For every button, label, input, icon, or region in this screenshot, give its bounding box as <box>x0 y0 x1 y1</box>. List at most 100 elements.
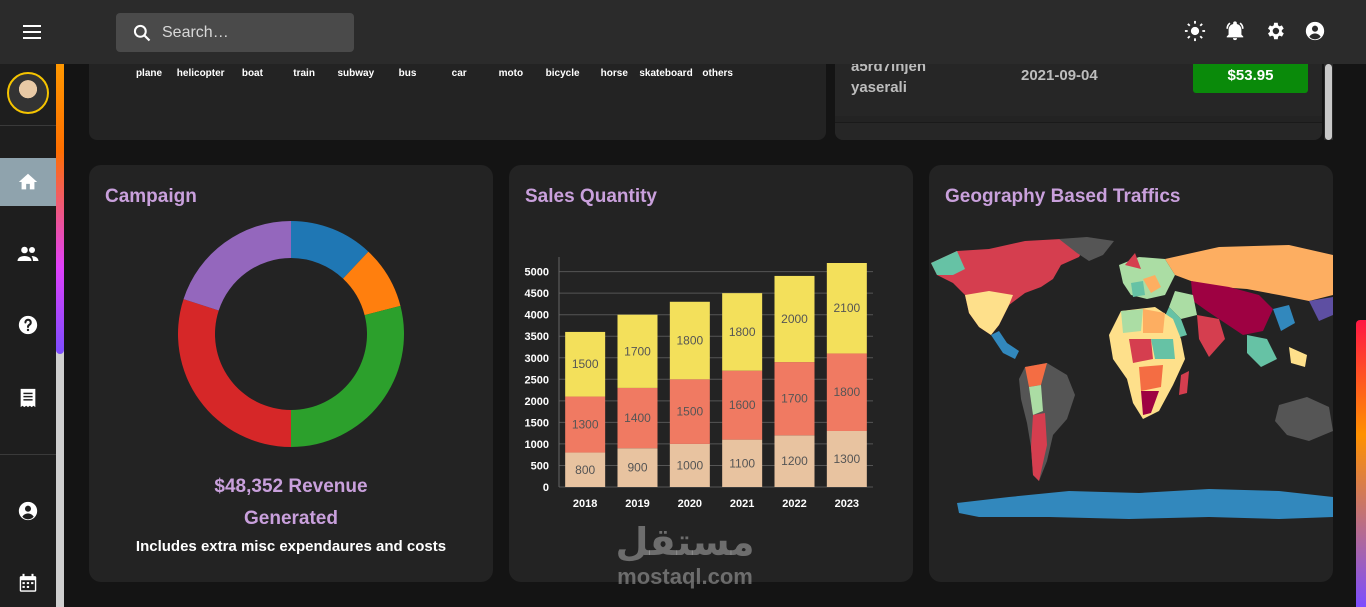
bar-segment <box>722 370 763 440</box>
bar-value-label: 2100 <box>833 301 860 315</box>
sales-card: Sales Quantity 0 500 1000 1500 2000 2500 3000 3… <box>509 165 913 582</box>
bar-segment <box>617 448 658 487</box>
world-map <box>931 237 1333 519</box>
transport-label: helicopter <box>176 68 225 79</box>
bar-segment <box>774 275 815 363</box>
page-scrollbar[interactable] <box>1356 320 1366 607</box>
home-icon <box>18 173 38 190</box>
sales-title: Sales Quantity <box>525 186 657 207</box>
help-icon <box>18 315 38 335</box>
transaction-user: yaserali <box>851 79 907 96</box>
bar-segment <box>826 431 867 487</box>
sales-bar-chart: 0 500 1000 1500 2000 2500 3000 3500 4000 4500 5000… <box>525 257 873 510</box>
transport-label: train <box>293 68 315 79</box>
transaction-row: a5rd7injen yaserali 2021-09-04 $53.95 <box>835 64 1322 116</box>
bar-value-label: 1200 <box>781 454 808 468</box>
y-tick-label: 5000 <box>525 267 549 279</box>
x-tick-label: 2023 <box>835 498 859 510</box>
bar-value-label: 1700 <box>781 392 808 406</box>
recent-transactions-panel: a5rd7injen yaserali 2021-09-04 $53.95 <box>835 64 1322 140</box>
transport-label: plane <box>135 68 163 79</box>
bar-value-label: 1600 <box>729 398 756 412</box>
bar-value-label: 1100 <box>729 456 755 470</box>
x-tick-label: 2020 <box>678 498 702 510</box>
bar-segment <box>617 314 658 388</box>
bar-value-label: 1800 <box>676 334 703 348</box>
y-tick-label: 1500 <box>525 417 549 429</box>
y-tick-label: 3000 <box>525 353 549 365</box>
revenue-line-1: $48,352 Revenue <box>214 476 368 497</box>
y-tick-label: 4500 <box>525 288 549 300</box>
calendar-icon <box>19 573 37 592</box>
campaign-card: Campaign $48,352 Revenue Generated Inclu… <box>89 165 493 582</box>
transaction-amount-badge[interactable]: $53.95 <box>1193 64 1308 93</box>
y-tick-label: 2000 <box>525 396 549 408</box>
bar-segment <box>669 301 710 380</box>
sidebar-item-invoices[interactable] <box>0 374 56 422</box>
donut-slice[interactable] <box>183 221 291 311</box>
bar-value-label: 1500 <box>572 357 599 371</box>
receipt-icon <box>20 388 36 408</box>
transactions-scrollbar[interactable] <box>1324 64 1333 140</box>
search-icon <box>133 24 151 41</box>
transport-label: car <box>451 68 467 79</box>
bar-value-label: 1300 <box>833 452 860 466</box>
campaign-title: Campaign <box>105 186 197 207</box>
y-tick-label: 3500 <box>525 331 549 343</box>
bar-segment <box>826 353 867 431</box>
sidebar-item-help[interactable] <box>0 301 56 349</box>
divider <box>0 454 56 455</box>
sidebar-item-team[interactable] <box>0 230 56 278</box>
campaign-donut-chart <box>177 221 404 447</box>
transport-label: skateboard <box>639 68 693 79</box>
bar-segment <box>669 443 710 487</box>
transport-label: subway <box>337 68 375 79</box>
avatar[interactable] <box>7 72 49 114</box>
transaction-id: a5rd7injen <box>851 64 927 75</box>
menu-icon[interactable] <box>14 16 50 48</box>
sidebar-item-home[interactable] <box>0 158 56 206</box>
account-icon <box>18 501 38 521</box>
sun-icon[interactable] <box>1184 20 1206 42</box>
donut-slice[interactable] <box>291 305 404 447</box>
transport-chart-panel: plane helicopter boat train subway bus car moto… <box>89 64 826 140</box>
bar-value-label: 1700 <box>624 344 651 358</box>
account-icon[interactable] <box>1304 20 1326 42</box>
bar-value-label: 1300 <box>572 418 599 432</box>
sidebar-item-profile[interactable] <box>0 487 56 535</box>
bar-segment <box>774 435 815 487</box>
bar-segment <box>669 379 710 444</box>
search-box[interactable] <box>116 13 354 52</box>
search-input[interactable] <box>162 23 342 42</box>
transport-label: horse <box>600 68 628 79</box>
bar-segment <box>565 452 606 487</box>
top-bar <box>0 0 1366 64</box>
transport-label: others <box>702 68 733 79</box>
bar-segment <box>565 396 606 453</box>
transaction-date: 2021-09-04 <box>1021 67 1098 84</box>
y-tick-label: 1000 <box>525 439 549 451</box>
x-tick-label: 2018 <box>573 498 597 510</box>
bar-value-label: 1800 <box>729 325 756 339</box>
bar-segment <box>722 293 763 371</box>
donut-slice[interactable] <box>177 299 291 447</box>
sidebar-item-calendar[interactable] <box>0 559 56 607</box>
bar-value-label: 800 <box>575 463 595 477</box>
bar-segment <box>774 362 815 436</box>
people-icon <box>17 246 39 261</box>
divider <box>0 125 56 126</box>
transport-label: bus <box>398 68 417 79</box>
donut-slice[interactable] <box>343 251 401 316</box>
transaction-row <box>835 122 1322 140</box>
settings-icon[interactable] <box>1264 20 1286 42</box>
bar-value-label: 2000 <box>781 312 808 326</box>
bar-segment <box>722 439 763 487</box>
bell-icon[interactable] <box>1224 20 1246 42</box>
geo-title: Geography Based Traffics <box>945 186 1181 207</box>
revenue-subtitle: Includes extra misc expendaures and cost… <box>135 538 447 555</box>
revenue-line-2: Generated <box>244 508 338 529</box>
donut-slice[interactable] <box>291 221 369 279</box>
bar-value-label: 1800 <box>833 385 860 399</box>
sidebar-scrollbar[interactable] <box>56 64 64 607</box>
transport-label: moto <box>498 68 524 79</box>
